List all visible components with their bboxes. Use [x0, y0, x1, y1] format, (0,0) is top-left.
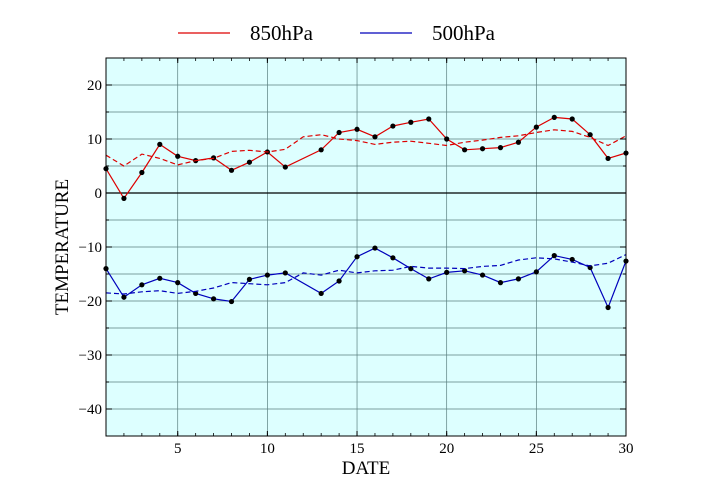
data-point: [246, 159, 253, 165]
data-point: [246, 276, 253, 282]
data-point: [551, 253, 557, 259]
data-point: [139, 169, 145, 176]
data-point: [497, 280, 504, 286]
data-point: [569, 116, 575, 122]
data-point: [587, 132, 593, 138]
data-point: [193, 290, 199, 297]
data-point: [228, 167, 235, 173]
data-point: [318, 147, 324, 153]
data-point: [479, 146, 486, 152]
data-point: [228, 298, 235, 305]
data-point: [336, 278, 342, 284]
data-point: [444, 136, 450, 142]
x-tick-label: 15: [350, 441, 365, 457]
data-point: [515, 276, 522, 282]
data-point: [515, 139, 522, 145]
data-point: [444, 269, 450, 275]
data-point: [157, 141, 163, 147]
data-point: [139, 282, 145, 288]
data-point: [497, 145, 504, 151]
data-point: [408, 266, 414, 272]
data-point: [426, 276, 432, 282]
legend-label: 850hPa: [250, 21, 314, 45]
data-point: [354, 254, 360, 260]
data-point: [390, 123, 396, 129]
legend-label: 500hPa: [432, 21, 496, 45]
y-tick-label: −20: [79, 294, 102, 310]
data-point: [372, 245, 378, 251]
axis-ticks: 5 10 15 20 25 30 20 10 0 −10 −20 −30 −40: [79, 58, 634, 457]
dashed-series-line-1: [105, 129, 627, 167]
y-tick-label: 20: [87, 78, 102, 94]
data-point: [479, 272, 486, 278]
series-layer: [103, 114, 629, 311]
data-point: [533, 269, 539, 275]
x-axis-title: DATE: [342, 458, 391, 479]
data-point: [551, 114, 557, 120]
y-tick-label: 0: [95, 186, 103, 202]
data-point: [569, 256, 575, 263]
legend: 850hPa 500hPa: [178, 21, 496, 45]
y-tick-label: 10: [87, 132, 102, 148]
data-point: [175, 153, 181, 159]
x-tick-label: 20: [439, 441, 454, 457]
x-tick-label: 30: [619, 441, 634, 457]
y-tick-label: −10: [79, 240, 102, 256]
data-point: [264, 272, 270, 278]
data-point: [408, 119, 414, 125]
data-point: [282, 164, 288, 170]
data-point: [462, 147, 468, 153]
x-tick-label: 5: [174, 441, 182, 457]
data-point: [282, 270, 288, 276]
y-tick-label: −40: [79, 402, 102, 418]
data-point: [175, 280, 181, 286]
data-point: [354, 126, 360, 132]
data-point: [390, 255, 396, 261]
y-tick-label: −30: [79, 348, 102, 364]
data-point: [533, 124, 539, 130]
data-point: [605, 155, 611, 162]
data-point: [157, 275, 163, 281]
y-axis-title: TEMPERATURE: [52, 179, 73, 315]
data-point: [210, 296, 217, 302]
data-point: [318, 290, 324, 297]
dashed-series-line-3: [105, 254, 627, 295]
data-point: [121, 195, 127, 201]
data-point: [121, 294, 127, 300]
x-tick-label: 10: [260, 441, 275, 457]
grid-lines: [106, 58, 626, 436]
data-point: [605, 304, 611, 311]
data-point: [336, 129, 342, 136]
data-point: [372, 134, 378, 140]
data-point: [462, 268, 468, 274]
data-point: [426, 116, 432, 122]
x-tick-label: 25: [529, 441, 544, 457]
